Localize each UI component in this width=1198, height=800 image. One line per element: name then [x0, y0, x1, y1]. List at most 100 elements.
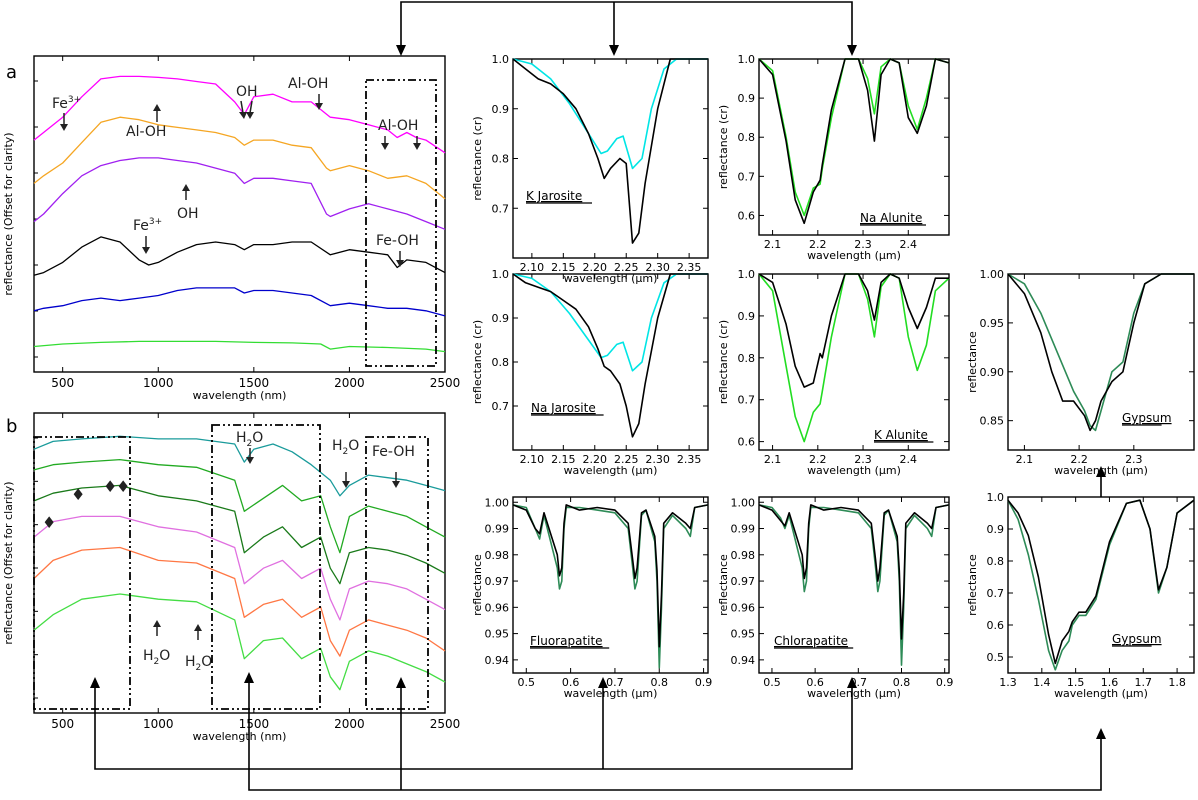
fluorapatite-ytick-label-3: 0.97	[485, 575, 510, 588]
k-jarosite-plot-frame	[512, 58, 709, 259]
a-series-4-line	[33, 287, 446, 317]
na-jarosite-plot-frame	[512, 273, 709, 451]
na-alunite-series-1-line	[758, 58, 950, 225]
na-alunite-ytick-label-0: 0.6	[738, 209, 756, 222]
na-jarosite-mineral-label: Na Jarosite	[531, 401, 596, 415]
connector-arrowheads	[90, 45, 1106, 739]
arrowhead-feoh-b	[392, 481, 400, 488]
chart-gypsum-nir: 1.3 1.4 1.5 1.6 1.7 1.8 0.5 0.6 0.7 0.8 0.9 1.0 wave…	[966, 491, 1195, 700]
arrowhead-aloh-2	[315, 103, 323, 110]
k-jarosite-xtick-label-1: 2.15	[551, 261, 576, 274]
chlorapatite-plot-frame	[758, 496, 950, 674]
chlorapatite-ytick-label-4: 0.98	[731, 549, 756, 562]
arrowhead-bottom-5	[396, 677, 406, 688]
highlight-box-b2	[211, 424, 321, 710]
na-alunite-xlabel: wavelength (μm)	[807, 249, 901, 262]
arrowhead-fe3-b	[142, 247, 150, 254]
gypsum-2-xtick-label-0: 2.1	[1016, 453, 1034, 466]
na-alunite-ytick-label-2: 0.8	[738, 131, 756, 144]
k-jarosite-series-1-line	[512, 58, 708, 244]
fluorapatite-ytick-label-0: 0.94	[485, 654, 510, 667]
a-xtick-label-3: 2000	[334, 376, 365, 390]
na-alunite-ytick-label-4: 1.0	[738, 53, 756, 66]
fluorapatite-ytick-label-4: 0.98	[485, 549, 510, 562]
na-jarosite-ylabel: reflectance (cr)	[471, 320, 484, 404]
k-alunite-ytick-label-4: 1.0	[738, 268, 756, 281]
a-series-1-line	[33, 116, 446, 200]
gypsum-2-xtick-label-1: 2.2	[1070, 453, 1088, 466]
annotation-h2o-2: H2O	[332, 438, 359, 457]
chart-k-alunite: 2.1 2.2 2.3 2.4 0.6 0.7 0.8 0.9 1.0 wavelength (μ…	[717, 268, 950, 477]
na-jarosite-xtick-label-3: 2.25	[614, 453, 639, 466]
k-jarosite-mineral-label: K Jarosite	[526, 189, 582, 203]
connector-lines	[94, 1, 1102, 791]
k-alunite-xtick-label-0: 2.1	[764, 453, 782, 466]
a-plot-frame	[33, 55, 446, 373]
chlorapatite-mineral-label: Chlorapatite	[774, 634, 848, 648]
fluorapatite-xtick-label-1: 0.6	[562, 676, 580, 689]
a-xtick-label-1: 1000	[143, 376, 174, 390]
b-xtick-label-3: 2000	[334, 717, 365, 731]
na-jarosite-ytick-label-1: 0.8	[492, 356, 510, 369]
chart-na-alunite: 2.1 2.2 2.3 2.4 0.6 0.7 0.8 0.9 1.0 wavelength (μ…	[717, 53, 950, 262]
fluorapatite-xtick-label-3: 0.8	[651, 676, 669, 689]
annotation-fe3-a: Fe3+	[52, 95, 81, 112]
arrowhead-oh-1b	[246, 112, 254, 119]
arrowhead-oh-1a	[239, 112, 247, 119]
fluorapatite-ytick-label-1: 0.95	[485, 628, 510, 641]
annotation-h2o-1: H2O	[236, 430, 263, 449]
k-alunite-xtick-label-1: 2.2	[809, 453, 827, 466]
panel-b-annotations: ♦ ♦ ♦ ♦ H2O H2O Fe-OH H2O H2O	[42, 430, 415, 673]
na-jarosite-xtick-label-4: 2.30	[645, 453, 670, 466]
chlorapatite-series-1-line	[758, 504, 950, 640]
k-alunite-ytick-label-2: 0.8	[738, 352, 756, 365]
b-series-2-line	[33, 484, 446, 585]
gypsum-1-series-0-line	[1007, 499, 1195, 671]
na-jarosite-xtick-label-1: 2.15	[551, 453, 576, 466]
a-xlabel: wavelength (nm)	[193, 389, 287, 402]
b-xtick-label-1: 1000	[143, 717, 174, 731]
chlorapatite-xtick-label-3: 0.8	[893, 676, 911, 689]
b-series-3-line	[33, 515, 446, 621]
na-alunite-xtick-label-0: 2.1	[764, 238, 782, 251]
annotation-aloh-2: Al-OH	[288, 76, 328, 92]
arrowhead-bottom-6	[1096, 728, 1106, 739]
connector-bottom-2	[248, 681, 1102, 791]
gypsum-1-ytick-label-5: 1.0	[987, 491, 1005, 504]
fluorapatite-series-1-line	[512, 504, 709, 648]
na-alunite-series-0-line	[758, 58, 950, 217]
fluorapatite-ytick-label-2: 0.96	[485, 601, 510, 614]
b-series-4-line	[33, 546, 446, 657]
annotation-feoh-a: Fe-OH	[376, 233, 419, 249]
arrow-oh-1a	[240, 100, 244, 114]
gypsum-1-xtick-label-2: 1.5	[1067, 676, 1085, 689]
gypsum-1-xtick-label-0: 1.3	[999, 676, 1017, 689]
k-jarosite-ytick-label-2: 0.9	[492, 103, 510, 116]
chlorapatite-ytick-label-0: 0.94	[731, 654, 756, 667]
na-jarosite-ytick-label-0: 0.7	[492, 400, 510, 413]
chart-k-jarosite: 2.10 2.15 2.20 2.25 2.30 2.35 0.7 0.8 0.9 1.0 wave…	[471, 53, 709, 285]
fluorapatite-xtick-label-0: 0.5	[518, 676, 536, 689]
fluorapatite-ytick-label-6: 1.00	[485, 496, 510, 509]
a-xtick-label-2: 1500	[239, 376, 270, 390]
b-series-1-line	[33, 458, 446, 554]
arrowhead-oh-2	[182, 184, 190, 191]
chart-chlorapatite: 0.5 0.6 0.7 0.8 0.90.940.950.960.970.980.991…	[717, 496, 953, 700]
k-jarosite-xtick-label-4: 2.30	[645, 261, 670, 274]
a-series-2-line	[33, 157, 446, 230]
gypsum-2-ylabel: reflectance	[966, 331, 979, 393]
highlight-box-b3	[365, 436, 429, 710]
b-xtick-label-0: 500	[51, 717, 74, 731]
fluorapatite-xlabel: wavelength (μm)	[564, 687, 658, 700]
na-alunite-ylabel: reflectance (cr)	[717, 105, 730, 189]
arrowhead-bottom-2	[598, 677, 608, 688]
k-alunite-xtick-label-3: 2.4	[900, 453, 918, 466]
arrowhead-bottom-1	[90, 677, 100, 688]
fluorapatite-xtick-label-4: 0.9	[695, 676, 713, 689]
chart-fluorapatite: 0.5 0.6 0.7 0.8 0.9 0.94 0.95 0.96 0.97 0.98 0.99 1…	[471, 496, 712, 700]
k-jarosite-xtick-label-0: 2.10	[520, 261, 545, 274]
fluorapatite-xtick-label-2: 0.7	[606, 676, 624, 689]
b-series-0-line	[33, 435, 446, 497]
k-jarosite-series-0-line	[512, 58, 708, 170]
chlorapatite-xlabel: wavelength (μm)	[807, 687, 901, 700]
